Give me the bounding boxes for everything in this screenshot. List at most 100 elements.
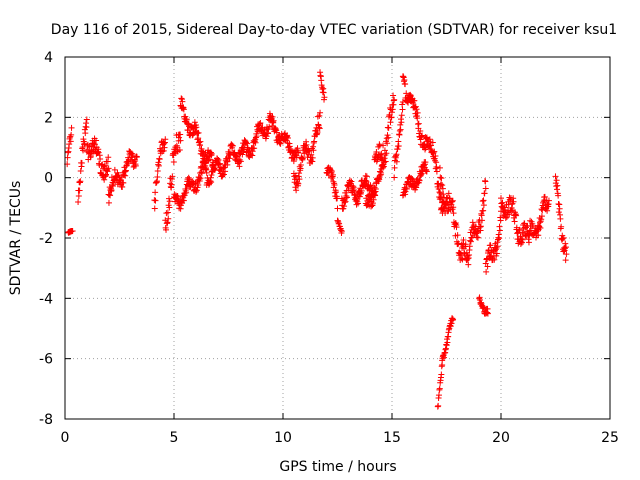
data-point — [334, 205, 341, 212]
data-point — [296, 176, 303, 183]
data-point — [493, 250, 500, 257]
data-point — [496, 235, 503, 242]
data-point — [163, 210, 170, 217]
data-point — [328, 168, 335, 175]
data-point — [408, 175, 415, 182]
data-point — [197, 138, 204, 145]
data-point — [316, 112, 323, 119]
data-point — [338, 228, 345, 235]
x-tick-label: 15 — [383, 430, 401, 446]
data-point — [104, 168, 111, 175]
data-point — [179, 98, 186, 105]
data-point — [315, 124, 322, 131]
data-point — [416, 177, 423, 184]
data-point — [286, 143, 293, 150]
data-point — [555, 209, 562, 216]
data-point — [444, 339, 451, 346]
data-point — [560, 248, 567, 255]
data-point — [438, 175, 445, 182]
data-point — [67, 138, 74, 145]
data-point — [385, 134, 392, 141]
data-point — [252, 139, 259, 146]
data-point — [77, 167, 84, 174]
data-point — [516, 226, 523, 233]
data-point — [415, 120, 422, 127]
x-tick-label: 25 — [601, 430, 619, 446]
data-point — [284, 132, 291, 139]
data-point — [203, 169, 210, 176]
data-point — [562, 240, 569, 247]
data-point — [311, 138, 318, 145]
x-tick-label: 0 — [61, 430, 70, 446]
data-point — [393, 151, 400, 158]
data-point — [398, 112, 405, 119]
data-point — [429, 139, 436, 146]
data-point — [198, 163, 205, 170]
data-point — [378, 156, 385, 163]
data-point — [317, 109, 324, 116]
data-point — [534, 228, 541, 235]
tick-labels-layer: 0 5 10 15 20 25 -8 -6 -4 -2 0 2 4 — [39, 50, 619, 446]
data-point — [436, 189, 443, 196]
data-point — [64, 154, 71, 161]
data-point — [484, 310, 491, 317]
data-point — [107, 192, 114, 199]
data-point — [88, 149, 95, 156]
data-point — [419, 132, 426, 139]
data-point — [478, 212, 485, 219]
data-point — [87, 152, 94, 159]
data-point — [438, 371, 445, 378]
data-point — [384, 140, 391, 147]
data-point — [77, 178, 84, 185]
data-point — [494, 243, 501, 250]
data-point — [439, 185, 446, 192]
data-point — [177, 137, 184, 144]
x-tick-label: 5 — [170, 430, 179, 446]
data-point — [163, 226, 170, 233]
data-point — [155, 162, 162, 169]
data-point — [511, 218, 518, 225]
data-point — [151, 197, 158, 204]
data-point — [152, 189, 159, 196]
data-point — [197, 175, 204, 182]
chart-title: Day 116 of 2015, Sidereal Day-to-day VTE… — [51, 22, 617, 38]
data-point — [97, 155, 104, 162]
data-point — [430, 149, 437, 156]
data-point — [68, 131, 75, 138]
data-point — [284, 135, 291, 142]
data-point — [433, 168, 440, 175]
data-point — [480, 202, 487, 209]
data-point — [555, 200, 562, 207]
data-point — [270, 117, 277, 124]
data-point — [383, 135, 390, 142]
data-point — [553, 177, 560, 184]
data-point — [297, 161, 304, 168]
data-point — [196, 178, 203, 185]
data-point — [407, 91, 414, 98]
data-point — [164, 219, 171, 226]
data-point — [68, 124, 75, 131]
data-point — [479, 198, 486, 205]
data-point — [502, 214, 509, 221]
data-point — [385, 124, 392, 131]
data-point — [387, 119, 394, 126]
data-point — [538, 216, 545, 223]
data-point — [195, 182, 202, 189]
data-point — [467, 237, 474, 244]
data-point — [121, 172, 128, 179]
data-point — [402, 81, 409, 88]
data-point — [519, 236, 526, 243]
data-point — [91, 141, 98, 148]
data-point — [243, 139, 250, 146]
data-point — [353, 195, 360, 202]
data-point — [492, 246, 499, 253]
data-point — [563, 251, 570, 258]
data-point — [308, 151, 315, 158]
data-point — [358, 187, 365, 194]
data-point — [499, 199, 506, 206]
data-point — [78, 160, 85, 167]
data-point — [105, 154, 112, 161]
data-point — [553, 183, 560, 190]
data-point — [226, 155, 233, 162]
data-point — [195, 129, 202, 136]
